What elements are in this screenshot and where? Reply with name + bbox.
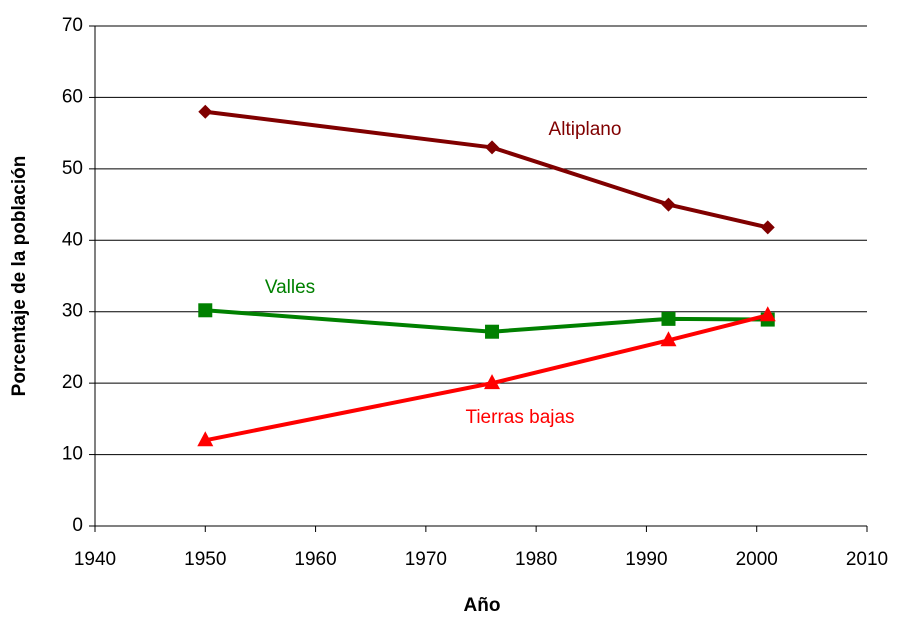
series-label: Valles [265, 277, 315, 298]
y-tick-label: 70 [62, 15, 83, 36]
y-tick-label: 40 [62, 229, 83, 250]
y-tick-label: 30 [62, 301, 83, 322]
series-line [205, 308, 768, 334]
x-tick-label: 1940 [74, 549, 116, 570]
marker [198, 303, 213, 318]
x-tick-label: 1990 [625, 549, 667, 570]
x-axis-title: Año [464, 595, 501, 616]
marker [759, 306, 776, 322]
marker [485, 324, 500, 339]
y-tick-label: 60 [62, 86, 83, 107]
x-tick-label: 1960 [294, 549, 336, 570]
series-label: Tierras bajas [465, 407, 574, 428]
y-tick-label: 10 [62, 444, 83, 465]
marker [661, 311, 676, 326]
x-tick-label: 2010 [846, 549, 888, 570]
marker [760, 220, 775, 235]
marker [660, 331, 677, 347]
y-axis-title: Porcentaje de la población [9, 156, 30, 397]
marker [197, 431, 214, 447]
marker [484, 374, 501, 390]
marker [661, 197, 676, 212]
marker [485, 140, 500, 155]
x-tick-label: 1970 [405, 549, 447, 570]
x-tick-label: 1980 [515, 549, 557, 570]
x-tick-label: 1950 [184, 549, 226, 570]
series-line [204, 313, 769, 443]
y-tick-label: 50 [62, 158, 83, 179]
y-tick-label: 20 [62, 372, 83, 393]
y-tick-label: 0 [72, 515, 83, 536]
marker [198, 104, 213, 119]
series-line [205, 109, 769, 230]
series-label: Altiplano [549, 119, 622, 140]
x-tick-label: 2000 [736, 549, 778, 570]
